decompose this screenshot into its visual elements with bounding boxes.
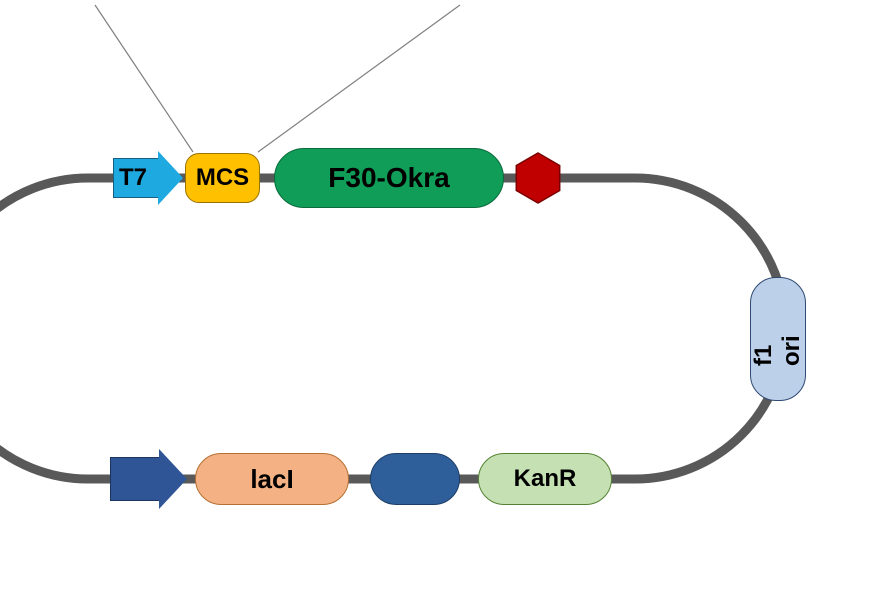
- kanr-feature: KanR: [478, 453, 612, 505]
- kanr-label: KanR: [514, 465, 577, 493]
- f1-ori-feature: f1 ori: [750, 277, 806, 401]
- rop-feature: [370, 453, 460, 505]
- mcs-feature: MCS: [185, 153, 260, 203]
- mcs-label: MCS: [196, 164, 249, 192]
- f30-okra-label: F30-Okra: [328, 162, 449, 194]
- f1-ori-label: f1 ori: [750, 312, 806, 366]
- laci-feature: lacI: [195, 453, 349, 505]
- t7-label: T7: [119, 164, 147, 192]
- f30-okra-feature: F30-Okra: [274, 148, 504, 208]
- laci-label: lacI: [250, 464, 293, 495]
